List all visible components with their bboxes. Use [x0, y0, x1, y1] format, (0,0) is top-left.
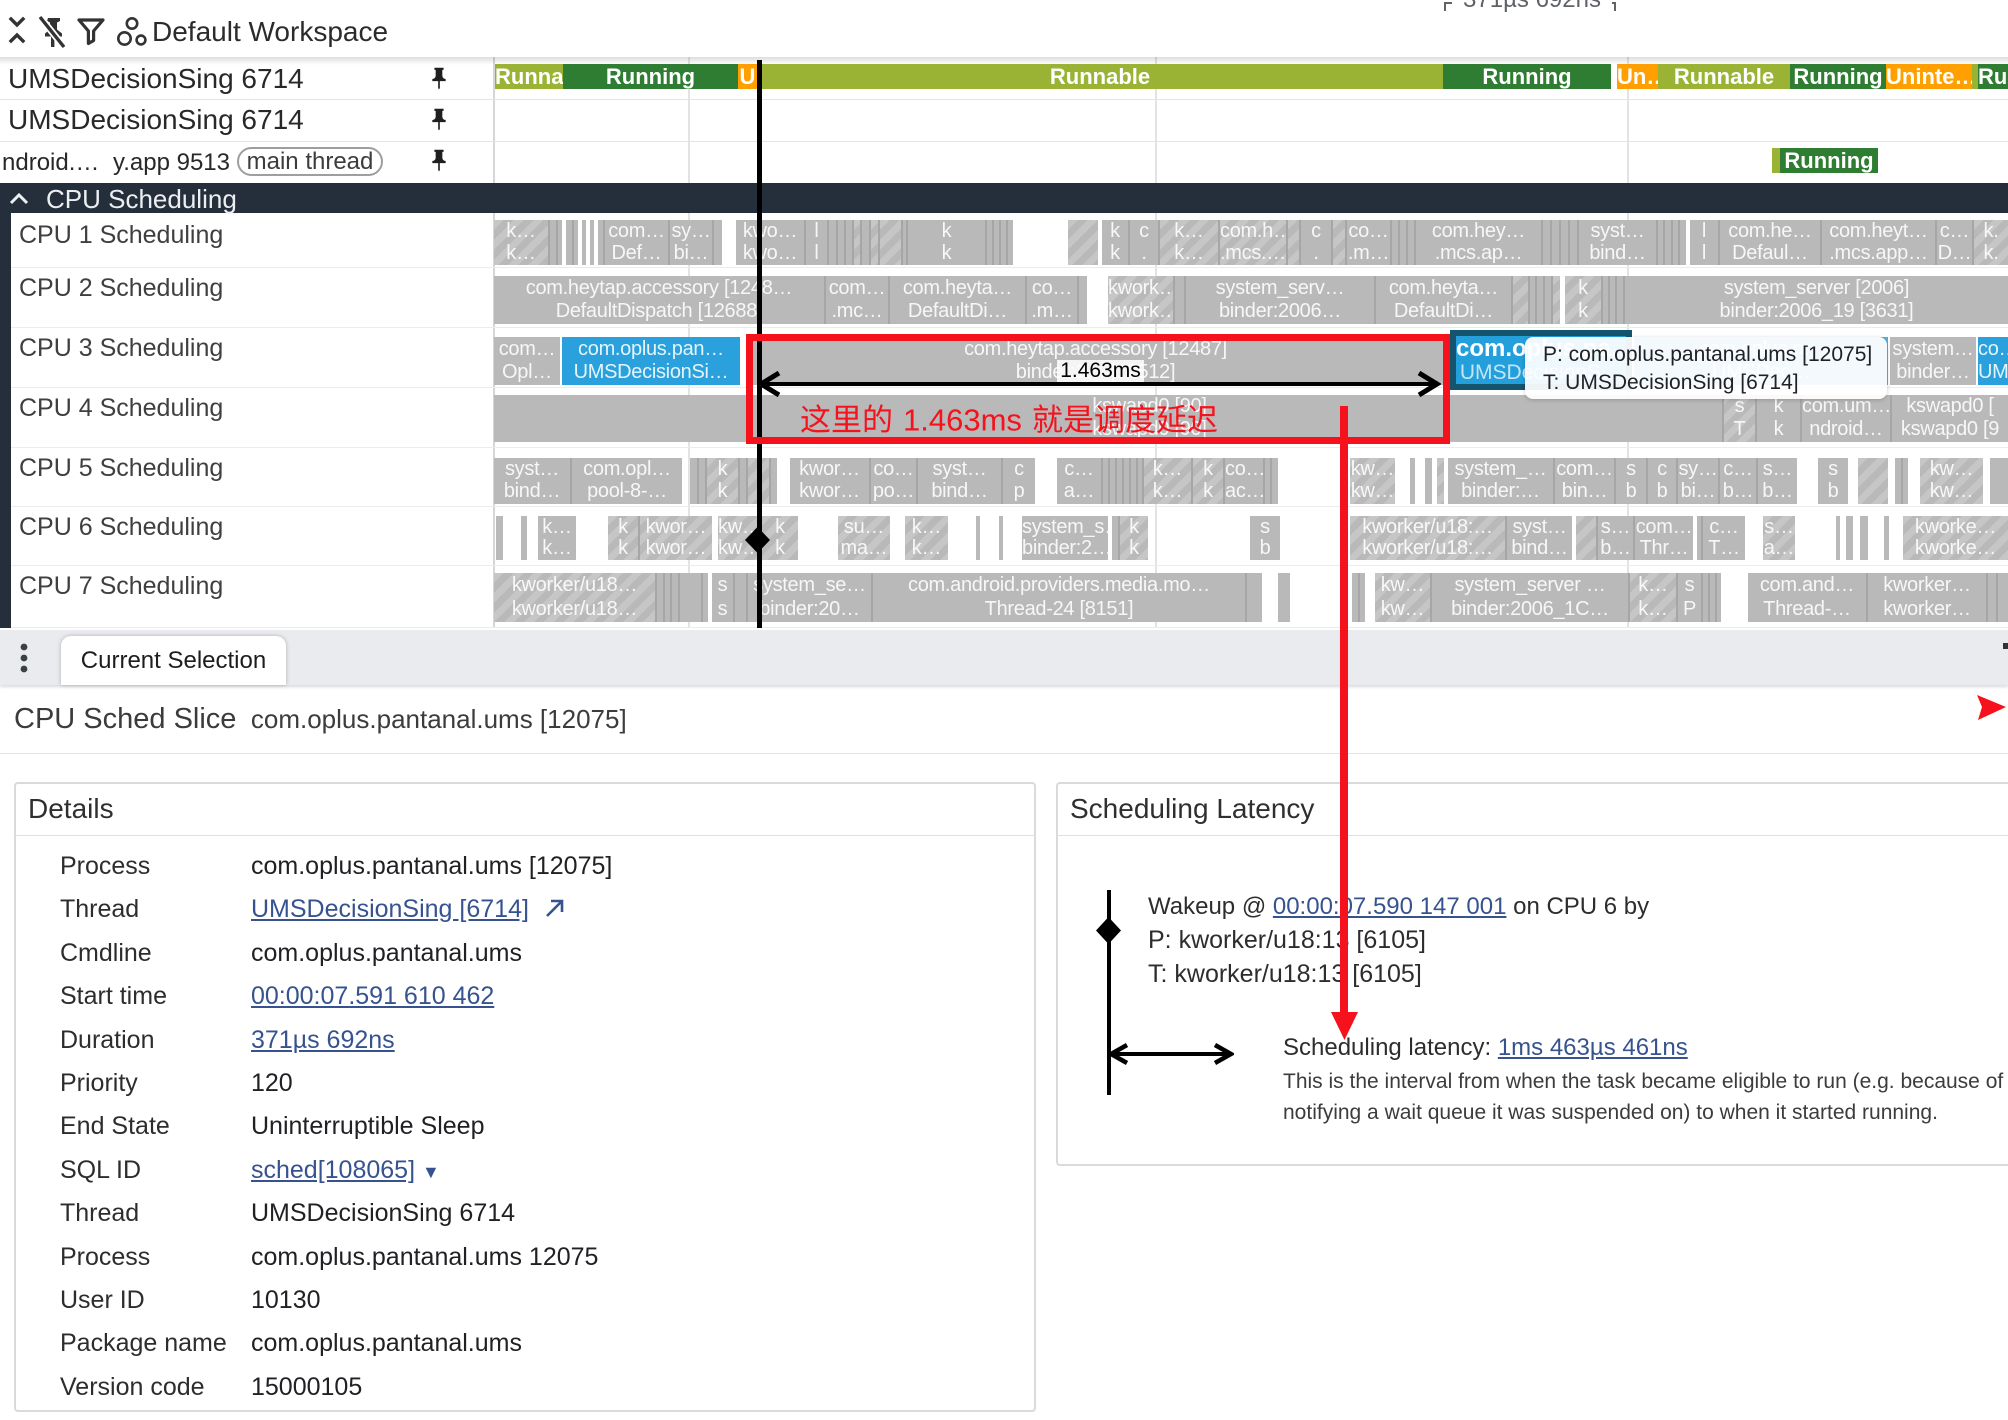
svg-text:1.463ms: 1.463ms	[903, 404, 1022, 438]
